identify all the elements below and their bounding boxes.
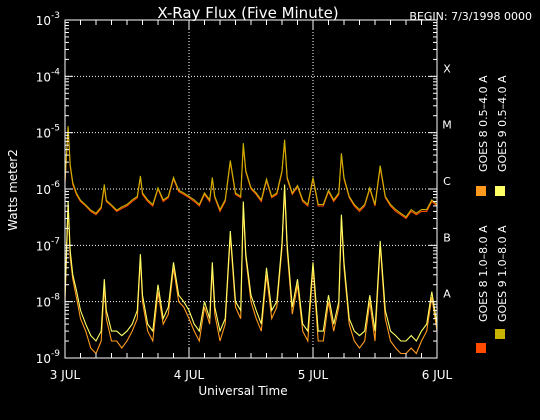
legend: GOES 8 1.0–8.0 A GOES 8 0.5–4.0 A GOES 9 1… xyxy=(476,75,509,353)
x-tick-label: 6 JUL xyxy=(422,368,453,382)
flare-class-label: M xyxy=(442,119,452,132)
series-line xyxy=(64,126,438,218)
x-axis-label: Universal Time xyxy=(198,384,287,398)
begin-label: BEGIN: 7/3/1998 0000 xyxy=(409,10,532,23)
y-tick-base: 10 xyxy=(36,70,51,84)
flare-class-label: C xyxy=(443,175,451,188)
legend-label: GOES 9 0.5–4.0 A xyxy=(496,75,509,172)
y-tick-exponent: -8 xyxy=(51,293,60,303)
series-line xyxy=(64,184,438,342)
y-axis-label: Watts meter2 xyxy=(6,149,20,231)
chart-title: X-Ray Flux (Five Minute) xyxy=(157,4,338,22)
y-tick-label: 10-9 xyxy=(36,349,61,366)
x-tick-label: 3 JUL xyxy=(50,368,81,382)
y-tick-exponent: -7 xyxy=(51,236,60,246)
y-tick-exponent: -6 xyxy=(51,180,60,190)
y-tick-base: 10 xyxy=(36,183,51,197)
axis-ticks: 10-910-810-710-610-510-410-33 JUL 4 JUL 5 … xyxy=(36,11,453,382)
flare-class-label: B xyxy=(443,231,451,244)
y-tick-label: 10-3 xyxy=(36,11,60,28)
y-tick-base: 10 xyxy=(36,239,51,253)
y-tick-label: 10-8 xyxy=(36,293,61,310)
flare-class-label: X xyxy=(443,62,451,75)
y-tick-base: 10 xyxy=(36,352,51,366)
y-tick-exponent: -3 xyxy=(51,11,60,21)
legend-swatch xyxy=(495,186,505,196)
y-tick-label: 10-5 xyxy=(36,124,60,141)
x-tick-label: 4 JUL xyxy=(174,368,205,382)
series-lines xyxy=(64,126,438,355)
y-tick-base: 10 xyxy=(36,14,51,28)
y-tick-exponent: -4 xyxy=(51,67,60,77)
legend-swatch xyxy=(495,329,505,339)
legend-label: GOES 8 1.0–8.0 A xyxy=(477,225,490,322)
x-tick-label: 5 JUL xyxy=(298,368,329,382)
y-tick-exponent: -9 xyxy=(51,349,60,359)
legend-label: GOES 8 0.5–4.0 A xyxy=(477,75,490,172)
y-tick-exponent: -5 xyxy=(51,124,60,134)
y-tick-label: 10-7 xyxy=(36,236,60,253)
y-tick-label: 10-6 xyxy=(36,180,61,197)
legend-label: GOES 9 1.0–8.0 A xyxy=(496,225,509,322)
y-tick-base: 10 xyxy=(36,127,51,141)
flare-class-label: A xyxy=(443,288,451,301)
legend-swatch xyxy=(476,343,486,353)
y-tick-base: 10 xyxy=(36,296,51,310)
y-tick-label: 10-4 xyxy=(36,67,61,84)
legend-swatch xyxy=(476,186,486,196)
